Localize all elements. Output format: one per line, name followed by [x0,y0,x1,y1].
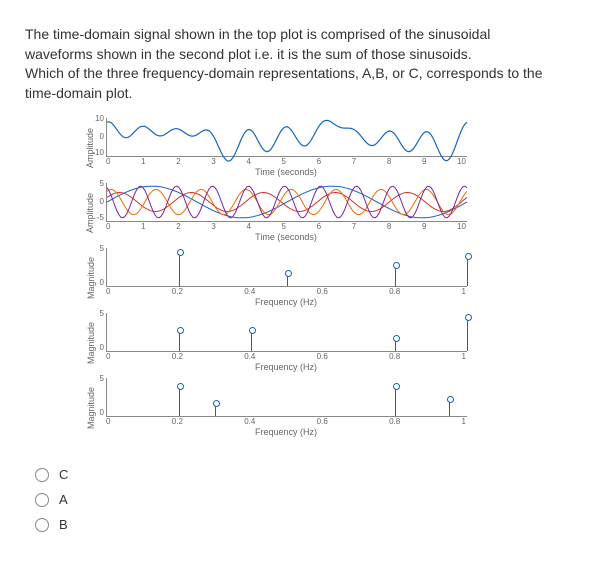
plot-time-sum: Amplitude 10 0 -10 012345678910 Time (se… [80,118,580,177]
answer-options: C A B [25,467,580,532]
ytick: 0 [86,408,104,417]
ytick: 5 [86,309,104,318]
xlabel-b: Frequency (Hz) [106,362,466,372]
radio-icon [35,493,49,507]
q-line3: Which of the three frequency-domain repr… [25,65,543,81]
ytick: 10 [86,114,104,123]
xlabel-2: Time (seconds) [106,232,466,242]
xticks-c: 00.20.40.60.81 [106,417,466,426]
ytick: 0 [86,278,104,287]
xticks-b: 00.20.40.60.81 [106,352,466,361]
option-c[interactable]: C [35,467,580,482]
plot-time-components: Amplitude 5 0 -5 012345678910 Time (seco… [80,183,580,242]
option-label-a: A [59,492,68,507]
radio-icon [35,518,49,532]
option-label-c: C [59,467,68,482]
option-a[interactable]: A [35,492,580,507]
q-line2: waveforms shown in the second plot i.e. … [25,46,472,62]
xticks-1: 012345678910 [106,157,466,166]
ytick: 0 [86,343,104,352]
radio-icon [35,468,49,482]
xlabel-c: Frequency (Hz) [106,427,466,437]
ytick: 0 [86,132,104,141]
ytick: 5 [86,179,104,188]
ytick: 5 [86,374,104,383]
ytick: 0 [86,197,104,206]
option-b[interactable]: B [35,517,580,532]
ytick: -5 [86,213,104,222]
plot-freq-b: Magnitude 5 0 B 00.20.40.60.81 Frequency… [80,313,580,372]
q-line1: The time-domain signal shown in the top … [25,26,490,42]
plot-freq-a: Magnitude 5 0 A 00.20.40.60.81 Frequency… [80,248,580,307]
option-label-b: B [59,517,68,532]
xlabel-a: Frequency (Hz) [106,297,466,307]
ytick: 5 [86,244,104,253]
xticks-a: 00.20.40.60.81 [106,287,466,296]
question-text: The time-domain signal shown in the top … [25,25,580,103]
xlabel-1: Time (seconds) [106,167,466,177]
xticks-2: 012345678910 [106,222,466,231]
figure-block: Amplitude 10 0 -10 012345678910 Time (se… [80,118,580,437]
q-line4: time-domain plot. [25,85,132,101]
ytick: -10 [86,148,104,157]
plot-freq-c: Magnitude 5 0 C 00.20.40.60.81 Frequency… [80,378,580,437]
